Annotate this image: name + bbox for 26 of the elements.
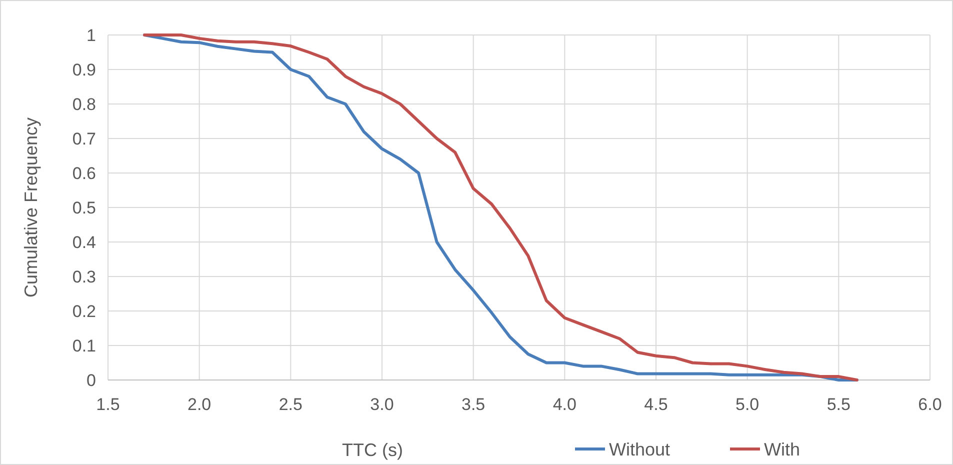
legend-label: Without xyxy=(609,439,670,460)
y-tick-label: 0.9 xyxy=(72,60,96,80)
y-tick-label: 0.6 xyxy=(72,164,96,183)
legend-label: With xyxy=(764,439,800,460)
y-tick-label: 1 xyxy=(86,26,96,45)
y-tick-label: 0.5 xyxy=(72,198,96,218)
x-tick-label: 2.0 xyxy=(188,395,212,414)
y-tick-label: 0.1 xyxy=(72,336,96,356)
x-tick-label: 1.5 xyxy=(96,395,120,414)
x-tick-label: 5.0 xyxy=(736,395,760,414)
x-axis-title: TTC (s) xyxy=(342,440,403,460)
y-tick-label: 0.8 xyxy=(72,94,96,114)
y-tick-label: 0.7 xyxy=(72,129,96,148)
y-tick-label: 0.2 xyxy=(72,302,96,321)
x-tick-label: 3.5 xyxy=(462,395,486,414)
y-tick-label: 0.3 xyxy=(72,267,96,286)
x-tick-label: 5.5 xyxy=(826,395,850,414)
y-axis-title: Cumulative Frequency xyxy=(21,117,41,298)
line-series xyxy=(143,34,858,382)
x-tick-label: 3.0 xyxy=(370,395,394,414)
x-tick-label: 6.0 xyxy=(918,395,942,414)
x-tick-label: 2.5 xyxy=(278,395,302,414)
y-tick-label: 0.4 xyxy=(72,232,96,252)
x-tick-label: 4.0 xyxy=(552,395,576,414)
y-tick-label: 0 xyxy=(86,370,96,390)
x-tick-label: 4.5 xyxy=(644,395,668,414)
